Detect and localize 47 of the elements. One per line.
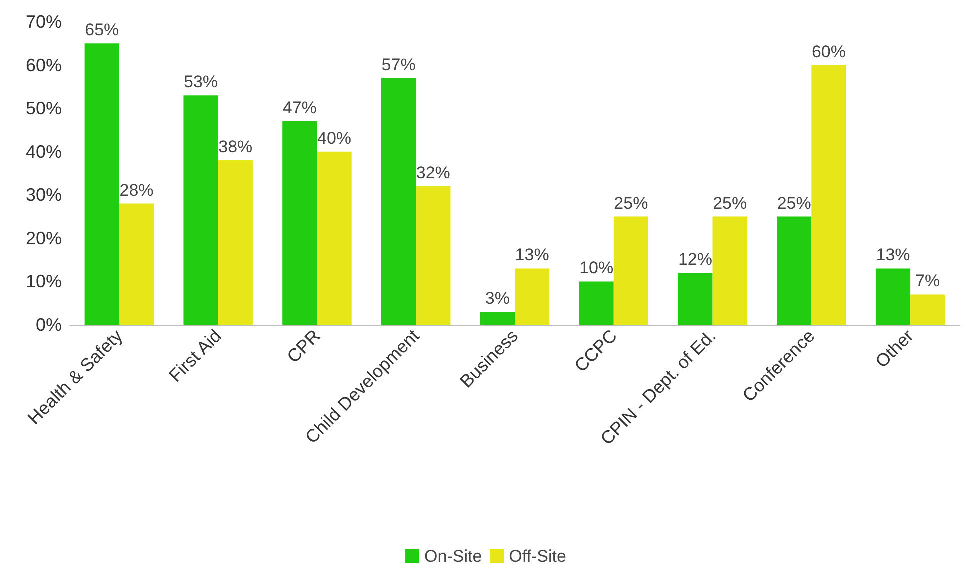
data-label: 57% bbox=[382, 55, 416, 74]
legend-label: Off-Site bbox=[509, 547, 566, 566]
data-label: 32% bbox=[416, 163, 450, 182]
y-tick-label: 60% bbox=[26, 55, 62, 76]
y-tick-label: 40% bbox=[26, 142, 62, 162]
data-label: 7% bbox=[916, 272, 940, 291]
data-label: 3% bbox=[485, 289, 510, 308]
data-label: 53% bbox=[184, 72, 218, 92]
bar bbox=[579, 282, 614, 325]
bar bbox=[876, 268, 911, 325]
legend-label: On-Site bbox=[424, 547, 482, 566]
x-tick-label: First Aid bbox=[165, 326, 226, 386]
bar bbox=[218, 160, 253, 325]
data-label: 25% bbox=[777, 194, 812, 213]
bar bbox=[777, 216, 812, 325]
data-label: 10% bbox=[580, 258, 614, 278]
y-tick-label: 50% bbox=[26, 98, 62, 119]
bar bbox=[678, 273, 713, 325]
data-label: 13% bbox=[515, 246, 550, 265]
bar bbox=[712, 216, 748, 325]
bar bbox=[282, 122, 318, 325]
bar bbox=[317, 152, 352, 325]
bar bbox=[515, 268, 550, 325]
data-label: 38% bbox=[218, 138, 253, 157]
bar bbox=[614, 216, 648, 325]
y-tick-label: 30% bbox=[26, 185, 62, 206]
bar bbox=[910, 294, 946, 325]
bar bbox=[480, 312, 515, 325]
y-tick-label: 20% bbox=[26, 228, 62, 248]
y-tick-label: 10% bbox=[26, 272, 62, 292]
bar bbox=[382, 78, 416, 325]
bar bbox=[812, 65, 846, 325]
data-label: 25% bbox=[614, 194, 648, 213]
data-label: 28% bbox=[120, 180, 154, 200]
data-label: 40% bbox=[318, 128, 352, 148]
bar bbox=[119, 204, 154, 325]
data-label: 13% bbox=[876, 246, 910, 265]
bar bbox=[84, 44, 120, 325]
bar bbox=[416, 186, 451, 325]
y-tick-label: 0% bbox=[36, 315, 62, 335]
data-label: 65% bbox=[85, 20, 120, 40]
data-label: 25% bbox=[713, 194, 748, 213]
bar bbox=[184, 96, 218, 325]
y-tick-label: 70% bbox=[26, 12, 62, 32]
data-label: 47% bbox=[282, 98, 317, 118]
data-label: 12% bbox=[678, 250, 712, 270]
data-label: 60% bbox=[812, 42, 846, 62]
